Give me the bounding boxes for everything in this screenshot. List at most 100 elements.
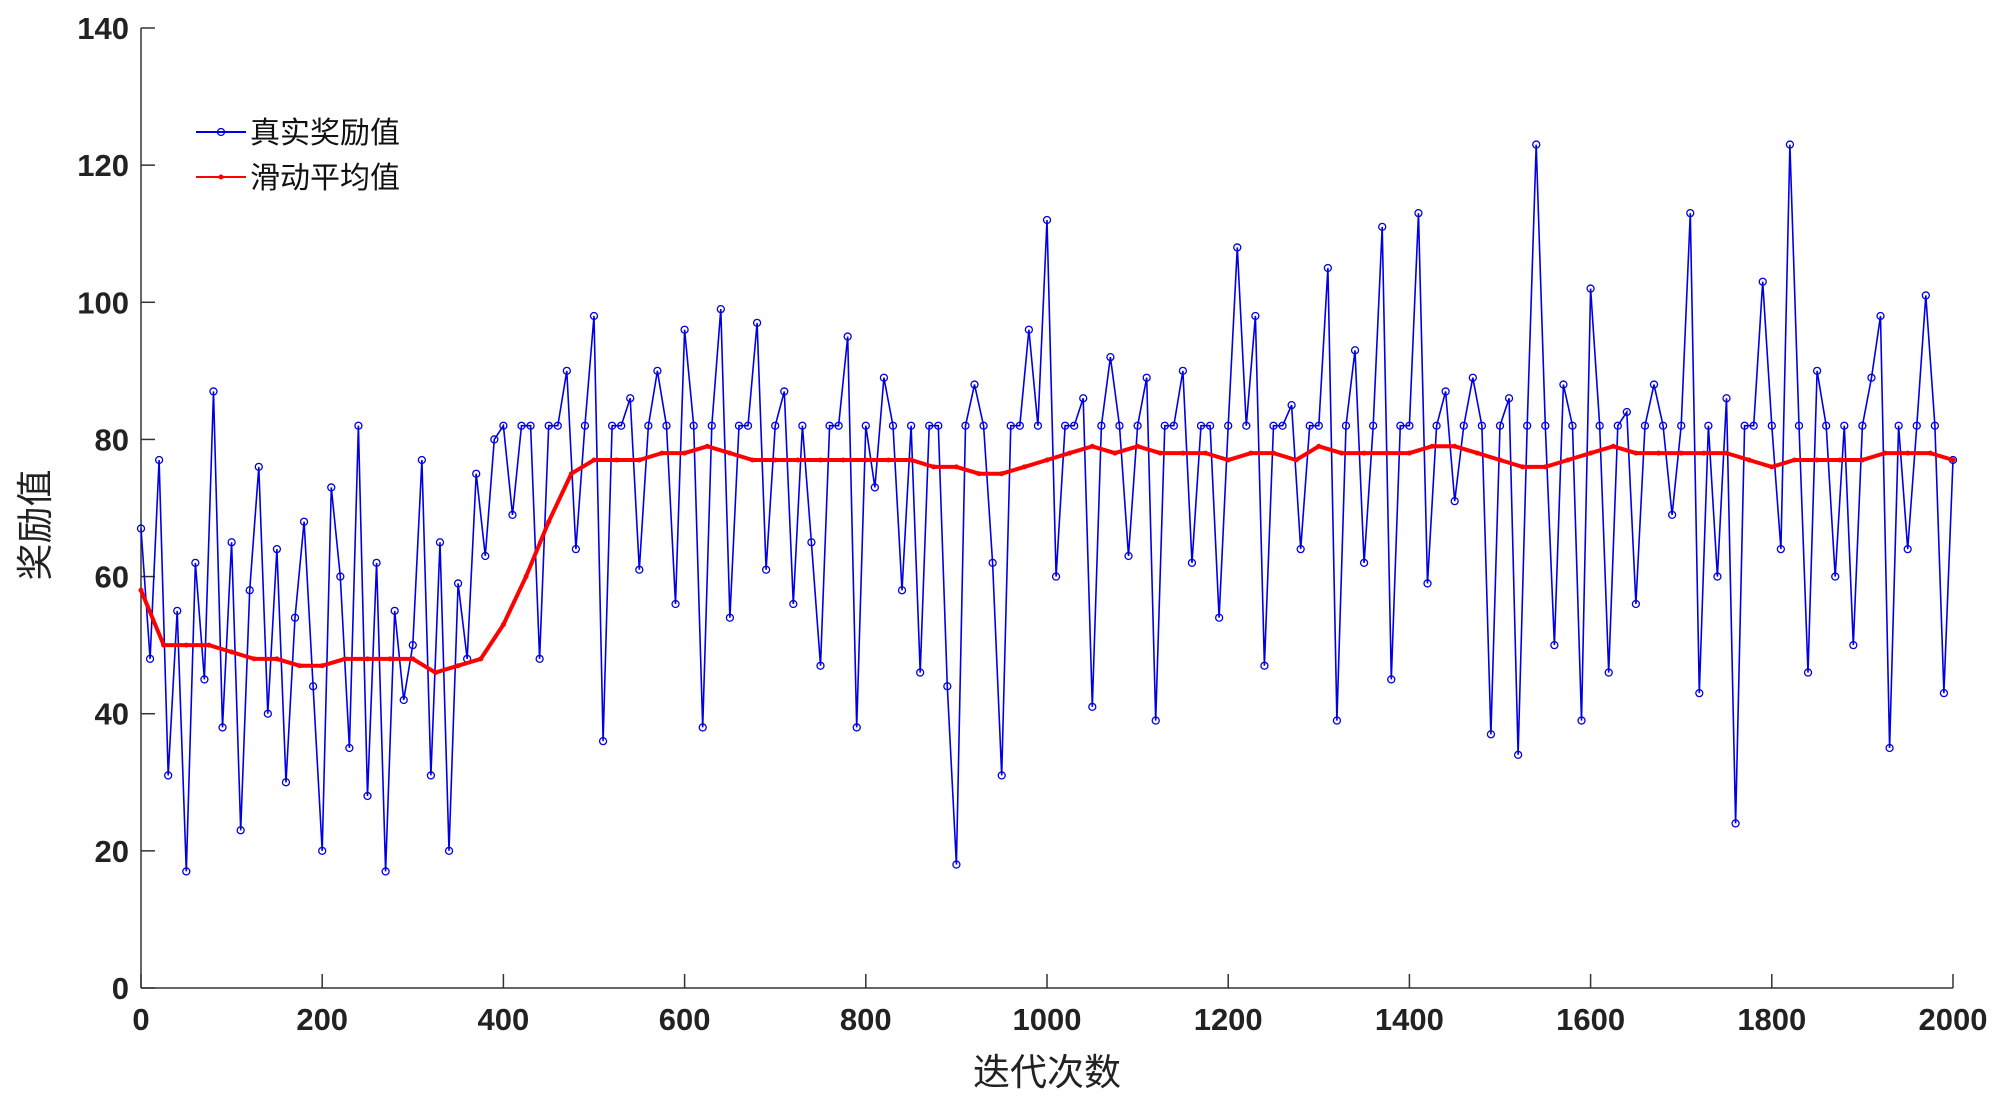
data-point — [363, 791, 372, 801]
x-tick-label: 400 — [478, 1002, 530, 1037]
data-point — [843, 332, 852, 341]
data-point — [925, 421, 934, 430]
data-point — [879, 373, 889, 382]
data-point — [772, 457, 778, 463]
data-point — [1151, 716, 1160, 725]
series — [136, 140, 1958, 876]
data-point — [1044, 457, 1050, 463]
data-point — [653, 366, 662, 376]
data-point — [1656, 450, 1662, 456]
data-point — [435, 538, 445, 547]
data-point — [523, 574, 529, 580]
data-point — [200, 675, 209, 684]
data-point — [1731, 819, 1740, 828]
data-point — [1269, 421, 1278, 430]
data-point — [1497, 457, 1503, 463]
data-point — [1106, 352, 1115, 362]
data-point — [852, 723, 861, 732]
data-point — [399, 695, 408, 705]
data-point — [1542, 464, 1548, 470]
data-point — [236, 826, 245, 835]
data-point — [263, 709, 272, 718]
data-point — [780, 387, 789, 396]
data-point — [931, 464, 937, 470]
data-point — [562, 366, 571, 376]
data-point — [743, 421, 753, 430]
data-point — [1785, 140, 1795, 149]
data-point — [1595, 421, 1604, 430]
data-point — [682, 450, 688, 456]
data-point — [761, 565, 771, 574]
data-point — [1849, 640, 1858, 650]
data-point — [1384, 450, 1390, 456]
legend-label: 真实奖励值 — [250, 116, 400, 151]
data-point — [1622, 407, 1631, 417]
data-point — [154, 455, 164, 465]
data-point — [1452, 443, 1458, 449]
data-point — [1550, 640, 1559, 650]
data-point — [626, 394, 635, 403]
data-point — [206, 642, 212, 648]
data-point — [1803, 668, 1813, 677]
x-tick-label: 800 — [840, 1002, 892, 1037]
data-point — [417, 455, 427, 465]
data-point — [1649, 380, 1659, 389]
data-point — [1133, 421, 1142, 430]
data-point — [290, 613, 300, 622]
data-point — [1089, 443, 1095, 449]
data-point — [752, 318, 762, 328]
data-point — [1233, 243, 1242, 252]
data-point — [870, 483, 880, 492]
data-point — [934, 421, 943, 430]
data-point — [1859, 457, 1865, 463]
y-tick-label: 80 — [95, 422, 129, 457]
data-point — [1361, 450, 1367, 456]
data-point — [1314, 421, 1323, 430]
legend-label: 滑动平均值 — [250, 161, 400, 196]
data-point — [689, 421, 698, 430]
data-point — [490, 435, 499, 444]
data-point — [1532, 140, 1541, 149]
data-point — [1520, 464, 1526, 470]
data-point — [659, 450, 665, 456]
data-point — [1794, 421, 1804, 430]
y-axis-label: 奖励值 — [14, 470, 57, 581]
data-point — [535, 654, 544, 664]
data-point — [1667, 510, 1677, 520]
data-point — [885, 457, 891, 463]
data-point — [1033, 421, 1043, 430]
data-point — [1776, 544, 1786, 554]
data-point — [1251, 311, 1260, 321]
data-point — [1812, 366, 1822, 376]
data-point — [1477, 421, 1487, 430]
data-point — [1814, 457, 1820, 463]
data-point — [1724, 450, 1729, 456]
data-point — [444, 846, 454, 856]
data-point — [274, 656, 280, 662]
data-point — [372, 558, 381, 568]
data-point — [1225, 457, 1231, 463]
data-point — [1178, 366, 1188, 376]
data-point — [698, 723, 707, 732]
y-tick-label: 140 — [77, 11, 129, 46]
data-point — [1157, 450, 1163, 456]
data-point — [1260, 661, 1269, 670]
data-point — [1432, 421, 1441, 430]
data-point — [517, 421, 526, 430]
data-point — [342, 656, 348, 662]
data-point — [453, 579, 463, 588]
data-point — [888, 421, 898, 430]
data-point — [897, 586, 907, 595]
data-point — [999, 471, 1005, 477]
data-point — [707, 421, 716, 430]
data-point — [1858, 421, 1867, 430]
data-point — [662, 421, 671, 430]
data-point — [1695, 688, 1704, 698]
data-point — [818, 457, 823, 463]
data-point — [1378, 222, 1387, 232]
data-point — [1180, 450, 1186, 456]
data-point — [1631, 599, 1641, 609]
data-point — [1112, 450, 1118, 456]
data-point — [1070, 421, 1079, 430]
data-point — [336, 572, 345, 581]
